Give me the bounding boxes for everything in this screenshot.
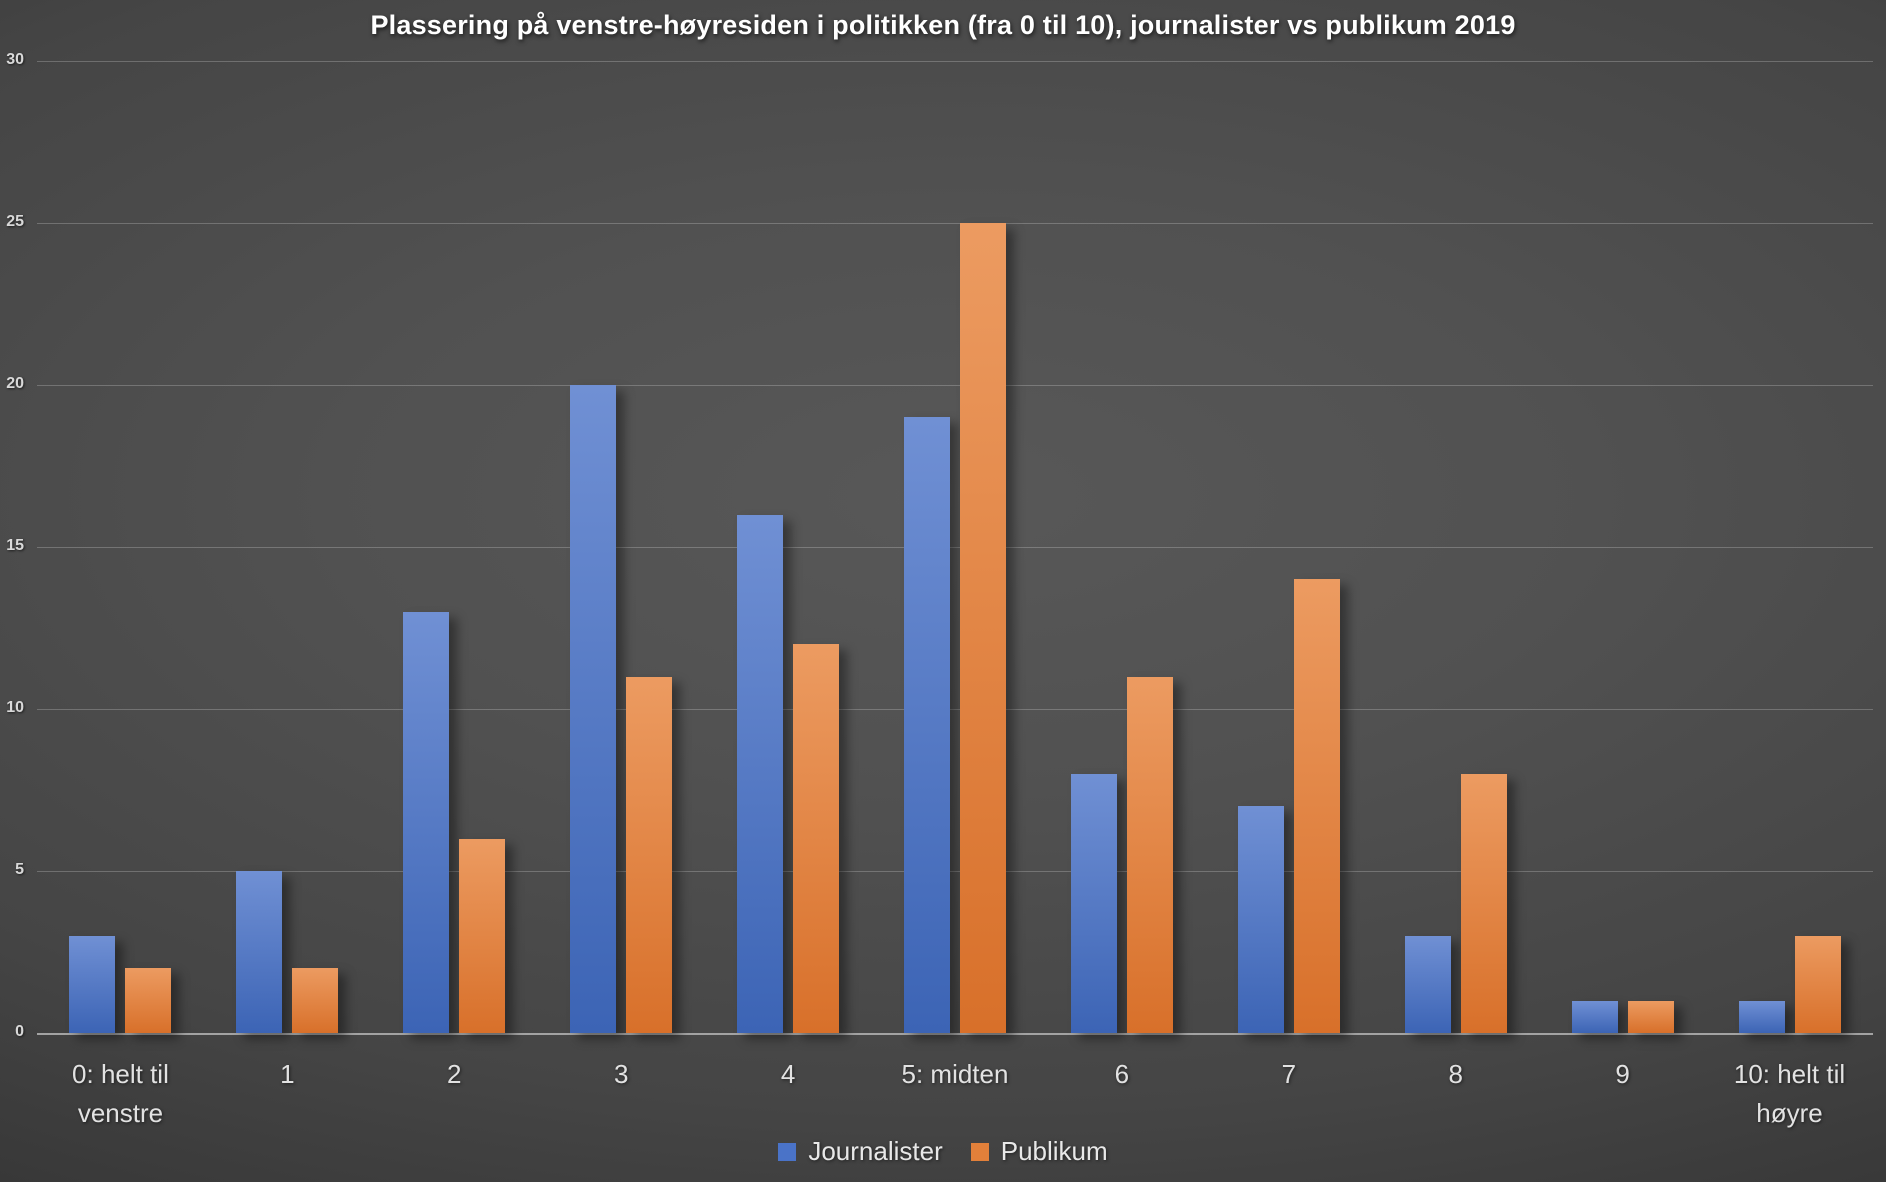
bar-publikum-cat0 [125,968,172,1033]
y-tick-label-30: 30 [6,51,24,68]
bar-journalister-cat1 [236,871,283,1033]
gridline-30 [37,61,1873,62]
bar-journalister-cat0 [69,935,116,1033]
bar-journalister-cat10 [1738,1000,1785,1033]
bar-pair-1 [204,871,371,1033]
bar-journalister-cat2 [403,611,450,1033]
bar-pair-10 [1706,935,1873,1033]
category-group-2 [371,61,538,1033]
bar-journalister-cat6 [1070,773,1117,1033]
category-group-4 [705,61,872,1033]
x-axis-labels: 0: helt til venstre 1 2 3 4 5: midten 6 7 8 9 10: … [37,1055,1873,1133]
bar-journalister-cat9 [1571,1000,1618,1033]
bar-pair-7 [1205,579,1372,1033]
bar-pair-6 [1038,676,1205,1033]
bar-pair-2 [371,611,538,1033]
category-group-7 [1205,61,1372,1033]
bar-pair-8 [1372,773,1539,1033]
bar-publikum-cat2 [459,838,506,1033]
legend-label: Journalister [808,1136,943,1166]
legend: Journalister Publikum [0,1136,1886,1167]
category-group-3 [538,61,705,1033]
y-tick-label-5: 5 [15,861,24,878]
bar-pair-5 [872,223,1039,1033]
legend-swatch-icon [970,1142,989,1161]
x-axis-label-9: 9 [1615,1059,1630,1089]
y-tick-label-10: 10 [6,699,24,716]
category-group-8 [1372,61,1539,1033]
chart-title: Plassering på venstre-høyresiden i polit… [370,10,1516,40]
category-group-5 [872,61,1039,1033]
category-group-6 [1038,61,1205,1033]
x-axis-label-0: 0: helt til venstre [72,1059,169,1128]
bar-journalister-cat4 [737,514,784,1033]
bar-pair-9 [1539,1000,1706,1033]
x-axis-label-2: 2 [447,1059,462,1089]
bar-publikum-cat10 [1794,935,1841,1033]
legend-item-journalister: Journalister [778,1136,943,1167]
category-group-1 [204,61,371,1033]
legend-label: Publikum [1000,1136,1108,1166]
category-group-10 [1706,61,1873,1033]
bar-publikum-cat1 [292,968,339,1033]
x-axis-label-1: 1 [280,1059,295,1089]
bar-journalister-cat7 [1237,806,1284,1033]
bar-journalister-cat8 [1404,935,1451,1033]
bar-pair-4 [705,514,872,1033]
plot-area [37,61,1873,1035]
x-axis-label-4: 4 [780,1059,796,1089]
gridline-20 [37,385,1873,386]
bar-publikum-cat4 [793,644,840,1033]
x-axis-label-8: 8 [1448,1059,1463,1089]
bar-publikum-cat6 [1126,676,1173,1033]
x-axis-label-5: 5: midten [901,1059,1009,1089]
bar-publikum-cat7 [1293,579,1340,1033]
x-axis-label-6: 6 [1114,1059,1130,1089]
bar-journalister-cat3 [570,385,617,1033]
bar-publikum-cat9 [1627,1000,1674,1033]
y-tick-label-0: 0 [15,1023,24,1040]
bar-publikum-cat5 [959,223,1006,1033]
gridline-5 [37,871,1873,872]
y-axis: 0 5 10 15 20 25 30 [0,51,30,1040]
x-axis-label-3: 3 [613,1059,629,1089]
legend-item-publikum: Publikum [970,1136,1108,1167]
category-group-0 [37,61,204,1033]
gridline-10 [37,709,1873,710]
bar-publikum-cat8 [1460,773,1507,1033]
gridline-25 [37,223,1873,224]
bar-pair-3 [538,385,705,1033]
bar-pair-0 [37,935,204,1033]
x-axis-label-10: 10: helt til høyre [1733,1059,1846,1128]
category-group-9 [1539,61,1706,1033]
y-tick-label-25: 25 [6,213,24,230]
gridline-15 [37,547,1873,548]
bar-journalister-cat5 [903,417,950,1033]
legend-swatch-icon [778,1142,797,1161]
bars-layer [37,61,1873,1033]
x-axis-label-7: 7 [1281,1059,1297,1089]
y-tick-label-15: 15 [6,537,24,554]
y-tick-label-20: 20 [6,375,24,392]
bar-publikum-cat3 [626,676,673,1033]
